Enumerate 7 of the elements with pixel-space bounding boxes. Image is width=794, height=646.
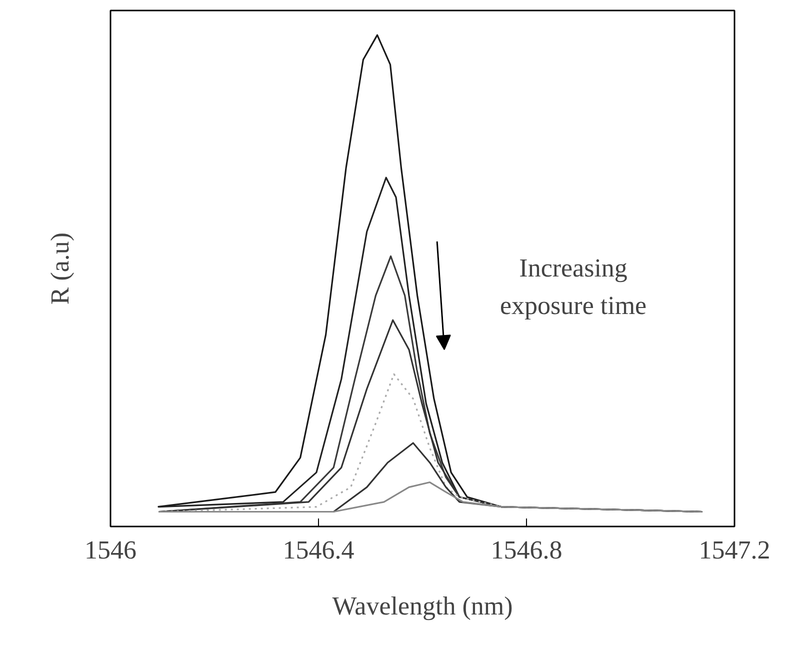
x-tick-label: 1547.2 xyxy=(698,536,770,564)
x-tick-label: 1546 xyxy=(84,536,136,564)
y-axis-title: R (a.u) xyxy=(46,232,74,305)
x-tick-label: 1546.8 xyxy=(490,536,562,564)
x-tick-label: 1546.4 xyxy=(282,536,354,564)
x-axis-title: Wavelength (nm) xyxy=(332,592,513,620)
annotation: Increasing exposure time xyxy=(500,253,647,320)
